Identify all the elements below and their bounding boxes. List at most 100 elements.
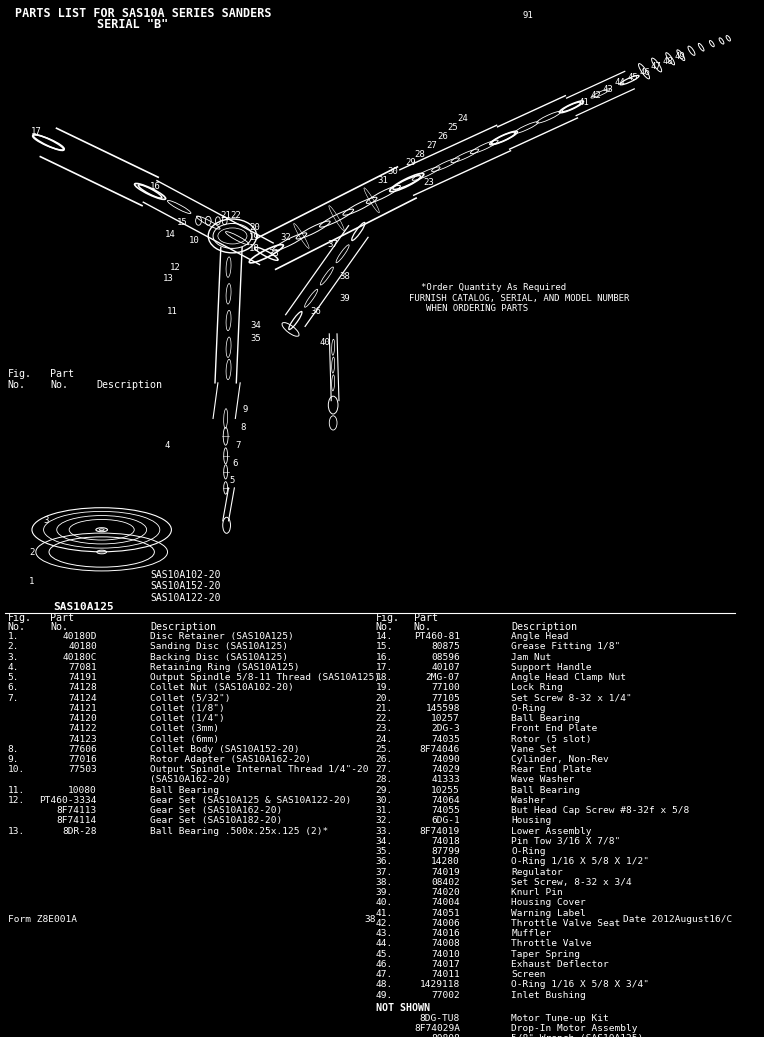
Text: Fig.: Fig. [376,614,400,623]
Text: 74019: 74019 [431,868,460,876]
Text: 46.: 46. [376,960,393,969]
Text: 74051: 74051 [431,908,460,918]
Text: 19: 19 [249,233,260,243]
Text: 12.: 12. [8,796,25,805]
Text: 22: 22 [231,211,241,220]
Text: 23.: 23. [376,724,393,733]
Text: 74017: 74017 [431,960,460,969]
Text: But Head Cap Screw #8-32f x 5/8: But Head Cap Screw #8-32f x 5/8 [511,806,690,815]
Text: SAS10A122-20: SAS10A122-20 [150,593,221,602]
Text: 7: 7 [235,441,241,450]
Text: 2DG-3: 2DG-3 [431,724,460,733]
Text: 10.: 10. [8,765,25,775]
Text: Description: Description [150,622,216,633]
Text: Form Z8E001A: Form Z8E001A [8,916,76,924]
Text: 47.: 47. [376,970,393,979]
Text: 14.: 14. [376,633,393,641]
Text: 40107: 40107 [431,663,460,672]
Text: 74128: 74128 [68,683,97,693]
Text: 33: 33 [268,249,279,258]
Text: 6DG-1: 6DG-1 [431,816,460,825]
Text: Screen: Screen [511,970,545,979]
Text: 15: 15 [177,218,188,227]
Text: 74018: 74018 [431,837,460,846]
Text: 38: 38 [364,916,376,924]
Text: 37.: 37. [376,868,393,876]
Text: Warning Label: Warning Label [511,908,586,918]
Text: Collet Body (SAS10A152-20): Collet Body (SAS10A152-20) [150,745,299,754]
Text: Pin Tow 3/16 X 7/8": Pin Tow 3/16 X 7/8" [511,837,620,846]
Text: 45: 45 [627,73,638,82]
Text: 4.: 4. [8,663,19,672]
Text: No.: No. [376,622,393,633]
Text: 13.: 13. [8,826,25,836]
Text: Lower Assembly: Lower Assembly [511,826,592,836]
Text: 28.: 28. [376,776,393,784]
Text: 37: 37 [327,241,338,249]
Text: Washer: Washer [511,796,545,805]
Text: 77100: 77100 [431,683,460,693]
Text: Sanding Disc (SAS10A125): Sanding Disc (SAS10A125) [150,642,288,651]
Text: Ball Bearing: Ball Bearing [511,786,581,794]
Text: Support Handle: Support Handle [511,663,592,672]
Text: 44: 44 [615,79,626,87]
Text: Gear Set (SAS10A162-20): Gear Set (SAS10A162-20) [150,806,283,815]
Text: 74123: 74123 [68,734,97,744]
Text: 74122: 74122 [68,724,97,733]
Text: 74006: 74006 [431,919,460,928]
Text: 32.: 32. [376,816,393,825]
Text: 25: 25 [448,122,458,132]
Text: 5: 5 [229,476,235,485]
Text: 08402: 08402 [431,878,460,887]
Text: NOT SHOWN: NOT SHOWN [376,1004,430,1013]
Text: 74029: 74029 [431,765,460,775]
Text: Angle Head Clamp Nut: Angle Head Clamp Nut [511,673,626,682]
Text: 38: 38 [339,272,350,281]
Text: 42.: 42. [376,919,393,928]
Text: 31: 31 [377,176,388,186]
Text: 74055: 74055 [431,806,460,815]
Text: 18.: 18. [376,673,393,682]
Text: 42: 42 [591,91,601,100]
Text: 14280: 14280 [431,858,460,866]
Text: 17.: 17. [376,663,393,672]
Text: PT460-3334: PT460-3334 [39,796,97,805]
Text: Output Spindle 5/8-11 Thread (SAS10A125): Output Spindle 5/8-11 Thread (SAS10A125) [150,673,380,682]
Text: 36.: 36. [376,858,393,866]
Text: 77503: 77503 [68,765,97,775]
Text: PT460-81: PT460-81 [414,633,460,641]
Text: 74035: 74035 [431,734,460,744]
Text: 11: 11 [167,307,177,316]
Text: 39.: 39. [376,888,393,897]
Text: 21.: 21. [376,704,393,712]
Text: 2.: 2. [8,642,19,651]
Text: 24: 24 [457,114,468,123]
Text: 41.: 41. [376,908,393,918]
Text: FURNISH CATALOG, SERIAL, AND MODEL NUMBER: FURNISH CATALOG, SERIAL, AND MODEL NUMBE… [409,293,629,303]
Text: Fig.: Fig. [8,614,32,623]
Text: Grease Fitting 1/8": Grease Fitting 1/8" [511,642,620,651]
Text: 8: 8 [240,423,245,431]
Text: 17: 17 [31,128,42,136]
Text: Rotor (5 slot): Rotor (5 slot) [511,734,592,744]
Text: No.: No. [8,622,26,633]
Text: Motor Tune-up Kit: Motor Tune-up Kit [511,1013,609,1022]
Text: 9: 9 [242,405,248,414]
Text: WHEN ORDERING PARTS: WHEN ORDERING PARTS [426,305,528,313]
Text: 26.: 26. [376,755,393,764]
Text: No.: No. [50,381,68,390]
Text: 23: 23 [423,178,434,187]
Text: 08596: 08596 [431,652,460,662]
Text: Date 2012August16/C: Date 2012August16/C [623,916,732,924]
Text: 74064: 74064 [431,796,460,805]
Text: 48.: 48. [376,980,393,989]
Text: Collet (5/32"): Collet (5/32") [150,694,231,703]
Text: 16.: 16. [376,652,393,662]
Text: 8F74113: 8F74113 [57,806,97,815]
Text: 34.: 34. [376,837,393,846]
Text: 87799: 87799 [431,847,460,857]
Text: 43.: 43. [376,929,393,938]
Text: 7.: 7. [8,694,19,703]
Text: Description: Description [97,381,163,390]
Text: 24.: 24. [376,734,393,744]
